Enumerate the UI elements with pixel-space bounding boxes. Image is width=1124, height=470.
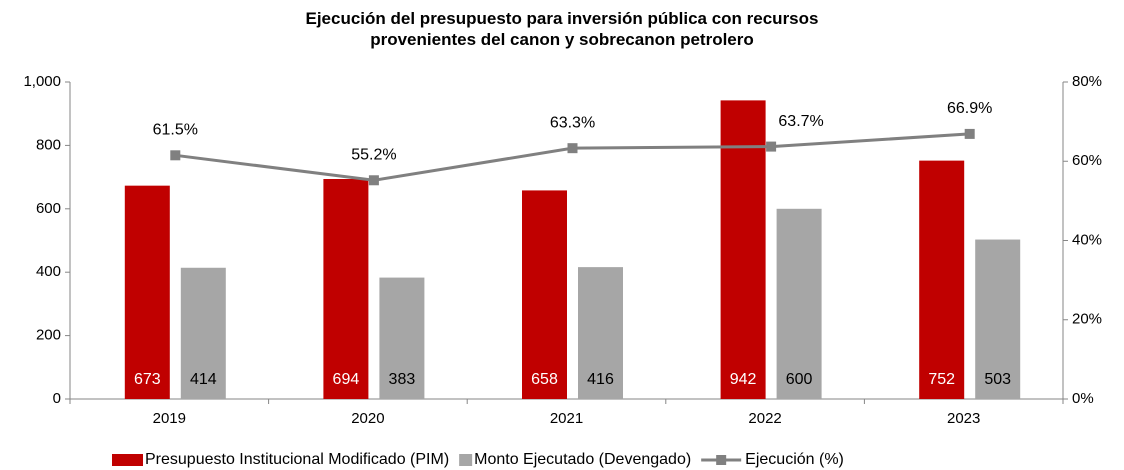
x-tick-label: 2021	[550, 410, 583, 427]
bar	[379, 277, 425, 399]
data-label: 416	[587, 371, 614, 388]
bar	[919, 160, 965, 399]
bar	[124, 185, 170, 399]
legend-swatch	[112, 454, 130, 466]
bar	[578, 267, 623, 399]
data-label: 383	[389, 371, 416, 388]
y2-tick-label: 20%	[1072, 311, 1102, 328]
data-label: 600	[786, 371, 813, 388]
legend-swatch	[459, 454, 473, 466]
y2-tick-label: 60%	[1072, 152, 1102, 169]
y2-tick-label: 40%	[1072, 231, 1102, 248]
data-label: 942	[730, 371, 757, 388]
data-label: 63.7%	[778, 113, 823, 130]
bar	[720, 100, 766, 400]
line-marker	[567, 143, 578, 154]
legend-swatch	[130, 454, 143, 466]
data-label: 66.9%	[947, 100, 992, 117]
data-label: 63.3%	[550, 114, 595, 131]
bar	[180, 267, 226, 399]
data-label: 414	[190, 371, 217, 388]
data-label: 55.2%	[351, 146, 396, 163]
line-marker	[964, 128, 975, 139]
data-label: 752	[928, 371, 955, 388]
bar	[522, 190, 567, 399]
y2-tick-label: 0%	[1072, 390, 1094, 407]
legend-swatch	[716, 455, 727, 465]
y-tick-label: 800	[36, 136, 61, 153]
y-tick-label: 0	[53, 390, 61, 407]
line-series	[175, 132, 970, 182]
legend-label: Ejecución (%)	[745, 451, 844, 468]
bar	[323, 179, 369, 399]
chart-title: Ejecución del presupuesto para inversión…	[305, 9, 819, 49]
x-tick-label: 2019	[153, 410, 186, 427]
line-marker	[170, 150, 181, 161]
data-label: 61.5%	[153, 122, 198, 139]
line-marker	[766, 141, 777, 152]
line-marker	[368, 175, 379, 186]
legend-label: Monto Ejecutado (Devengado)	[474, 451, 691, 468]
data-label: 694	[333, 371, 360, 388]
x-tick-label: 2022	[748, 410, 781, 427]
data-label: 673	[134, 371, 161, 388]
y-tick-label: 200	[36, 327, 61, 344]
data-label: 503	[984, 371, 1011, 388]
x-tick-label: 2020	[351, 410, 384, 427]
data-label: 658	[531, 371, 558, 388]
y-tick-label: 400	[36, 263, 61, 280]
y-tick-label: 1,000	[23, 73, 61, 90]
bar	[776, 208, 822, 399]
legend-label: Presupuesto Institucional Modificado (PI…	[145, 451, 449, 468]
y2-tick-label: 80%	[1072, 73, 1102, 90]
x-tick-label: 2023	[947, 410, 980, 427]
bar	[975, 239, 1021, 399]
y-tick-label: 600	[36, 200, 61, 217]
